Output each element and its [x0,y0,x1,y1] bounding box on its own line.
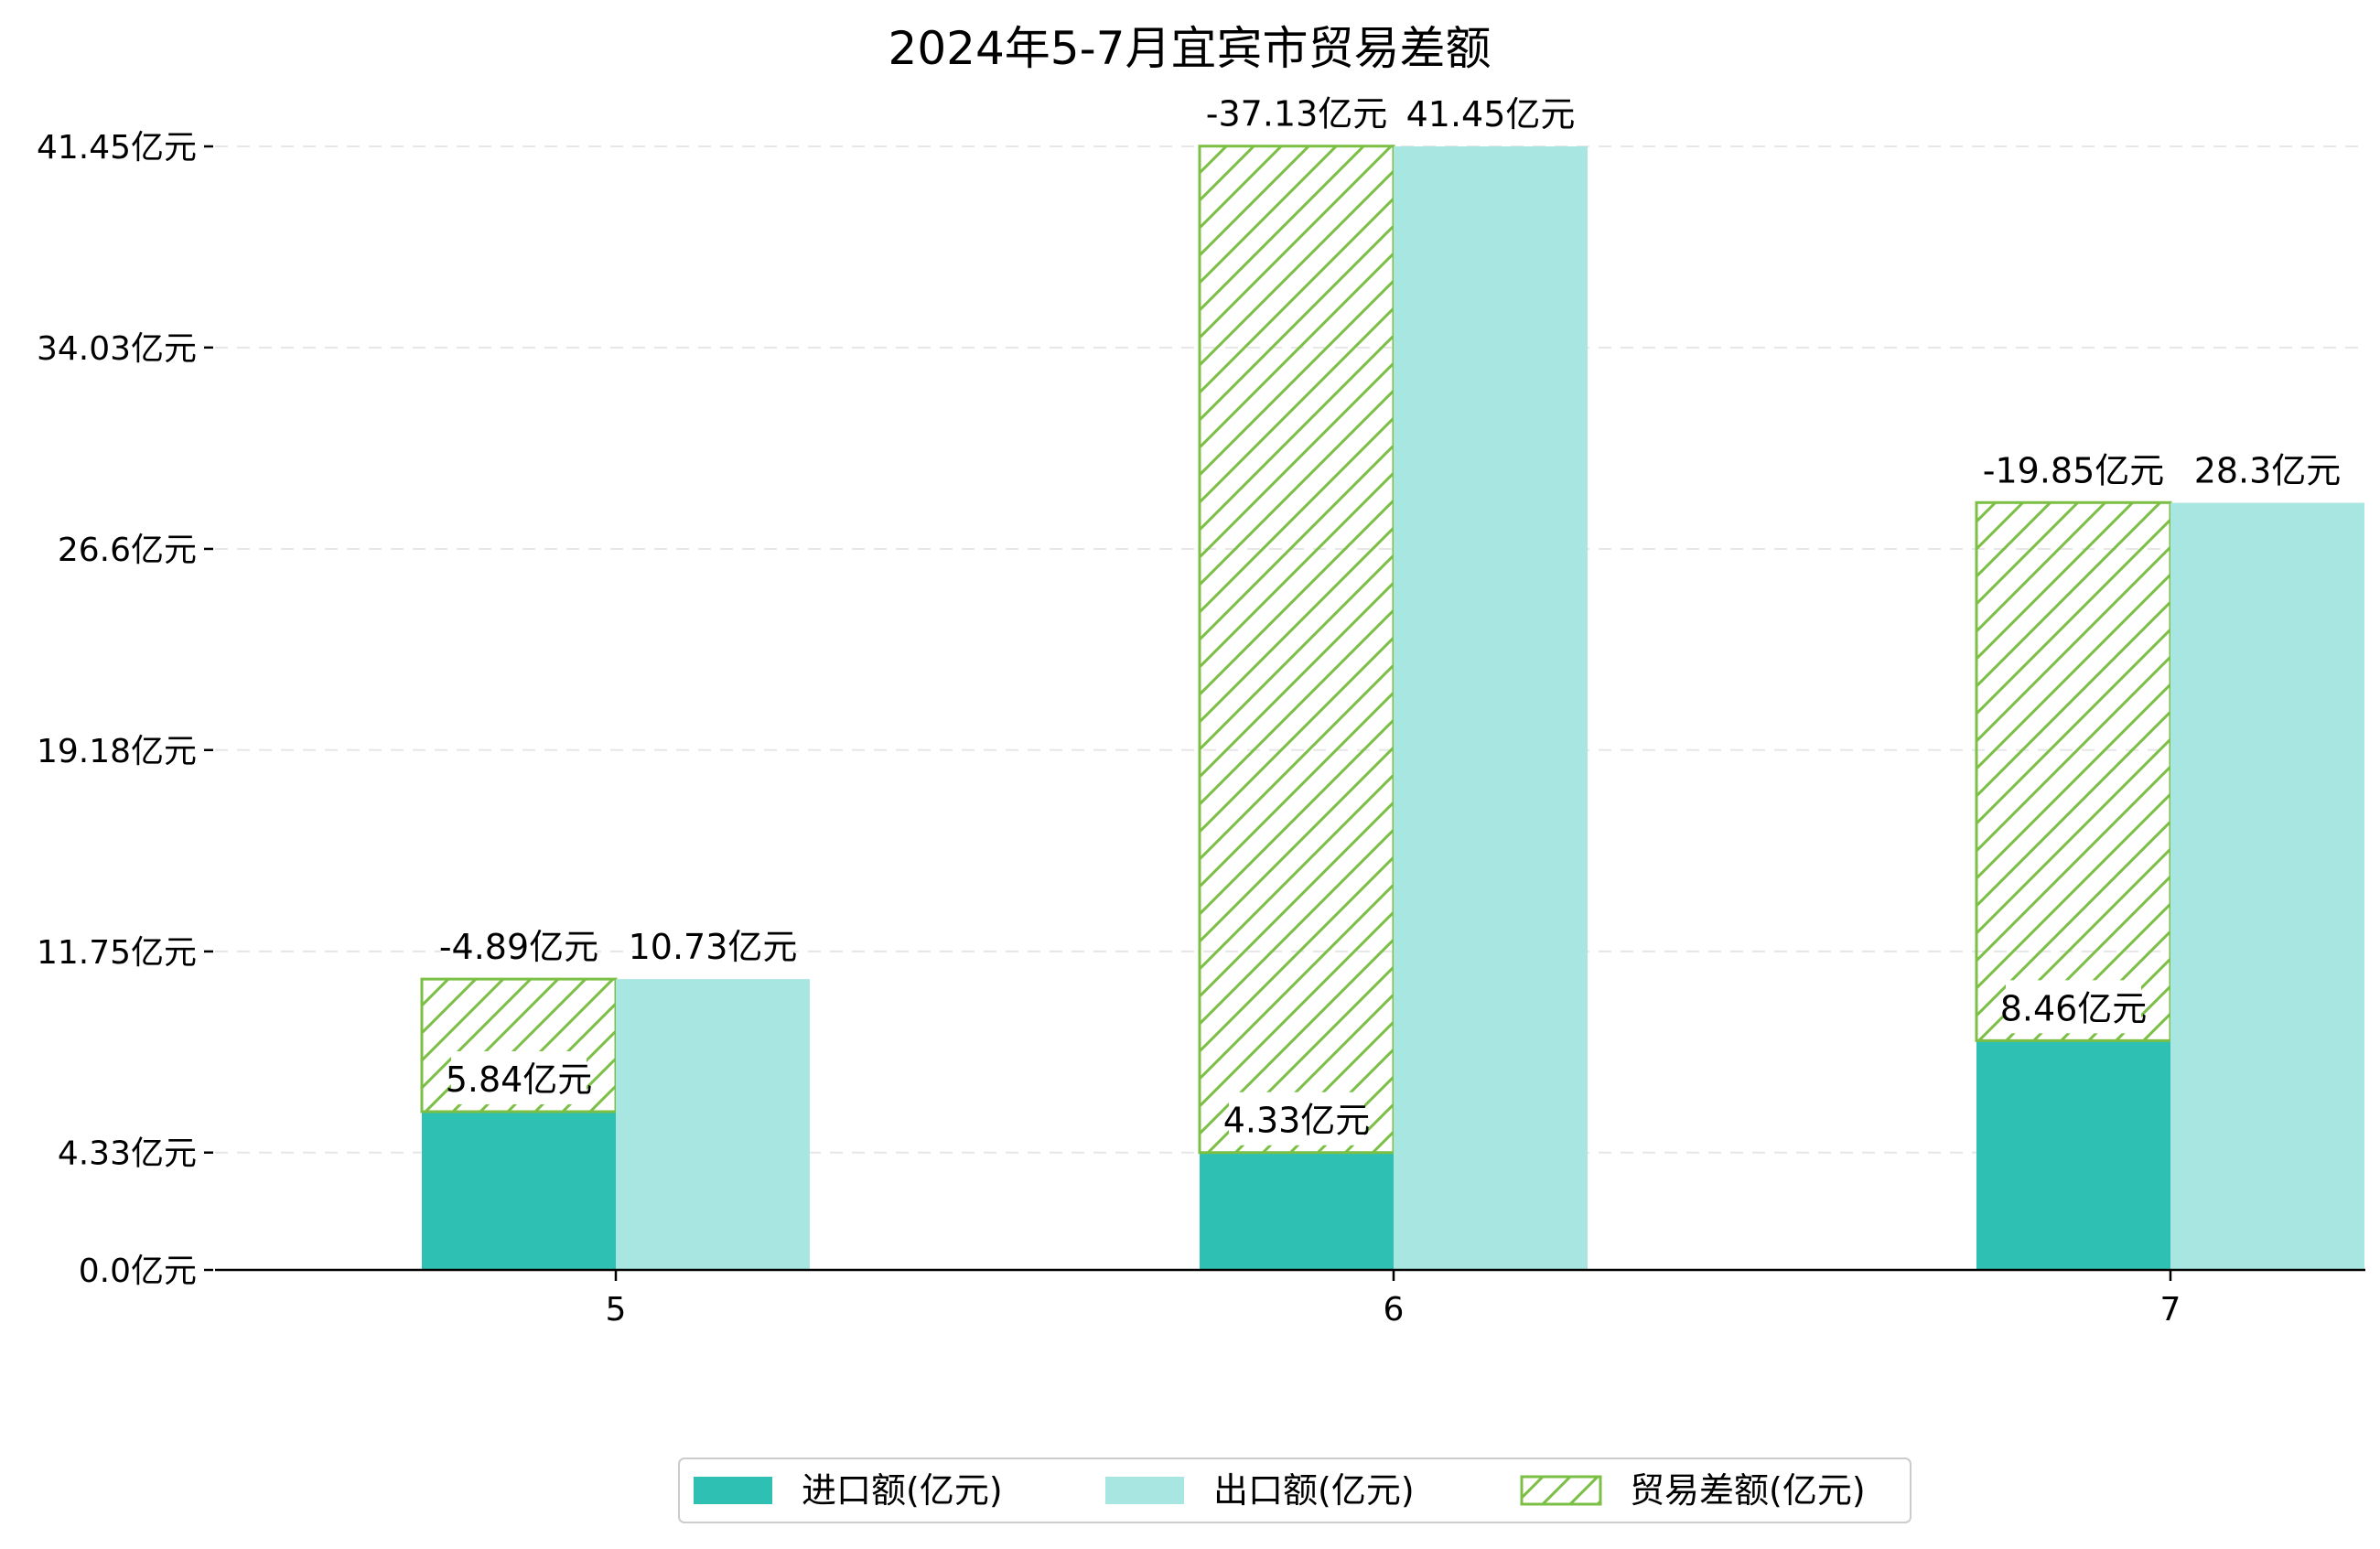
export-value-label-bg [2200,442,2335,496]
import-value-label: 5.84亿元 [446,1060,593,1100]
balance-bar [1975,500,2172,1042]
y-tick-label: 34.03亿元 [37,330,197,368]
legend-label: 出口额(亿元) [1213,1470,1415,1511]
import-value-label-bg [451,1050,587,1104]
import-value-label-bg [2006,980,2141,1034]
balance-value-label-bg [441,919,597,973]
y-tick-label: 0.0亿元 [79,1253,197,1290]
import-bar [422,1111,616,1270]
export-value-label: 41.45亿元 [1406,94,1576,134]
bars [420,145,2364,1270]
export-bar [2170,502,2364,1270]
axes: 0.0亿元 4.33亿元 11.75亿元 19.18亿元 26.6亿元 34.03亿元 41… [37,129,2365,1328]
chart-title: 2024年5-7月宜宾市贸易差额 [888,22,1492,75]
export-value-label: 28.3亿元 [2194,451,2342,491]
balance-bar [1198,145,1395,1155]
y-tick-label: 11.75亿元 [37,934,197,972]
balance-value-label: -4.89亿元 [439,927,598,967]
balance-value-label: -19.85亿元 [1983,450,2165,490]
legend-swatch [1520,1475,1602,1506]
y-tick-label: 26.6亿元 [58,532,197,569]
balance-value-label: -37.13亿元 [1206,94,1388,134]
legend-box [678,1458,1912,1523]
y-tick-label: 19.18亿元 [37,733,197,770]
balance-value-label-bg [1986,442,2161,496]
import-value-label-bg [1229,1092,1364,1146]
import-value-label: 8.46亿元 [2000,988,2148,1028]
legend-label: 贸易差额(亿元) [1630,1470,1866,1511]
export-bar [616,979,810,1270]
balance-value-label-bg [1209,85,1384,139]
legend-swatch [694,1477,772,1504]
legend-label: 进口额(亿元) [802,1470,1003,1511]
import-bar [1976,1040,2170,1270]
legend-swatch [1105,1477,1184,1504]
import-bar [1200,1152,1394,1270]
x-tick-label: 7 [2160,1291,2181,1328]
x-tick-label: 6 [1384,1291,1405,1328]
x-tick-label: 5 [606,1291,627,1328]
export-value-label: 10.73亿元 [629,927,798,967]
legend: 进口额(亿元) 出口额(亿元) 贸易差额(亿元) [678,1458,1912,1523]
data-labels: 5.84亿元 -4.89亿元 10.73亿元 4.33亿元 -37.13亿元 41.45亿… [439,85,2342,1146]
export-value-label-bg [1413,86,1568,139]
export-bar [1394,146,1588,1270]
import-value-label: 4.33亿元 [1223,1101,1371,1141]
y-tick-label: 41.45亿元 [37,129,197,167]
export-value-label-bg [635,919,791,973]
y-tick-label: 4.33亿元 [58,1135,197,1173]
